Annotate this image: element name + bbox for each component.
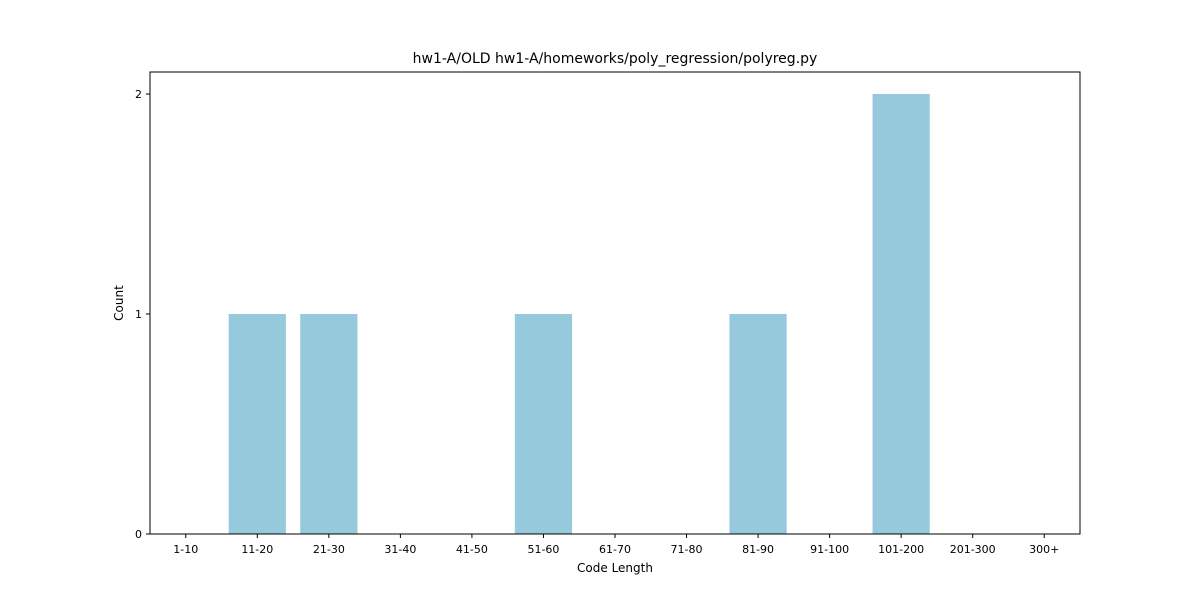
- y-tick-label: 2: [135, 88, 142, 101]
- y-tick-label: 1: [135, 308, 142, 321]
- x-tick-label: 71-80: [671, 543, 703, 556]
- y-tick-label: 0: [135, 528, 142, 541]
- x-tick-label: 61-70: [599, 543, 631, 556]
- y-axis-ticks: 0 1 2: [135, 88, 150, 541]
- bar-51-60: [514, 314, 573, 534]
- x-tick-label: 1-10: [173, 543, 198, 556]
- x-axis-ticks: 1-10 11-20 21-30 31-40 41-50 51-60 61-70 71-80 8…: [173, 534, 1059, 556]
- x-tick-label: 81-90: [742, 543, 774, 556]
- plot-frame: [149, 71, 1081, 535]
- x-tick-label: 91-100: [810, 543, 849, 556]
- x-tick-label: 41-50: [456, 543, 488, 556]
- bar-21-30: [300, 314, 358, 534]
- y-axis-title: Count: [112, 285, 126, 321]
- x-tick-label: 101-200: [878, 543, 924, 556]
- bar-101-200: [872, 94, 930, 534]
- x-tick-label: 11-20: [241, 543, 273, 556]
- x-tick-label: 51-60: [527, 543, 559, 556]
- x-tick-label: 31-40: [384, 543, 416, 556]
- bar-81-90: [729, 314, 787, 534]
- x-tick-label: 201-300: [950, 543, 996, 556]
- chart-title: hw1-A/OLD hw1-A/homeworks/poly_regressio…: [413, 51, 818, 67]
- bars-group: [228, 94, 930, 534]
- x-axis-title: Code Length: [577, 561, 653, 575]
- x-tick-label: 21-30: [313, 543, 345, 556]
- x-tick-label: 300+: [1029, 543, 1059, 556]
- bar-11-20: [228, 314, 286, 534]
